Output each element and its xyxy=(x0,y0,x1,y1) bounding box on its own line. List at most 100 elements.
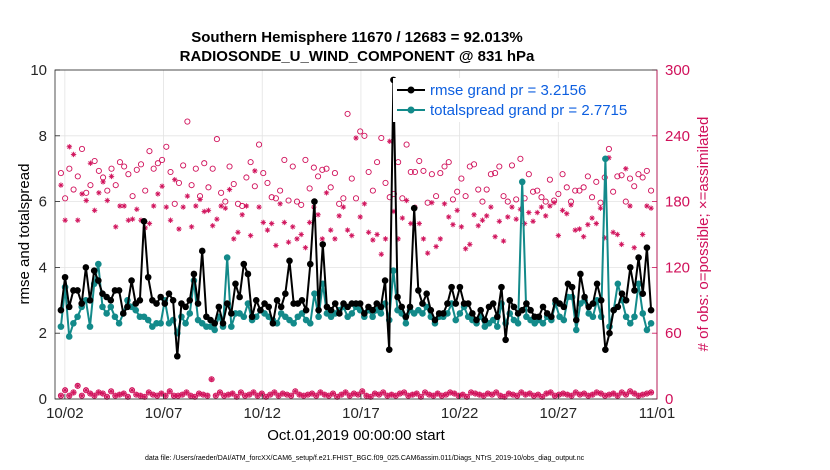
chart-title-line2: RADIOSONDE_U_WIND_COMPONENT @ 831 hPa xyxy=(180,48,535,65)
obs-possible-marker xyxy=(163,143,170,150)
rmse-point xyxy=(198,247,206,255)
obs-possible-marker xyxy=(205,184,212,191)
obs-possible-marker xyxy=(605,145,612,153)
obs-assimilated-marker xyxy=(288,393,294,399)
obs-assimilated-marker xyxy=(355,391,361,398)
obs-assimilated-marker xyxy=(180,204,186,210)
obs-possible-marker xyxy=(268,194,275,201)
rmse-point xyxy=(452,300,460,307)
obs-possible-marker xyxy=(622,198,629,205)
obs-assimilated-marker xyxy=(631,244,637,251)
obs-assimilated-marker xyxy=(150,203,157,209)
rmse-point xyxy=(244,270,252,278)
obs-possible-marker xyxy=(78,145,86,153)
obs-assimilated-marker xyxy=(374,231,380,238)
y-right-axis-ticks: 0 60 120 180 240 300 xyxy=(652,62,690,408)
rmse-point xyxy=(410,204,418,212)
obs-assimilated-marker xyxy=(639,231,646,238)
obs-assimilated-marker xyxy=(376,391,382,398)
rmse-point xyxy=(61,273,69,281)
obs-possible-marker xyxy=(260,170,267,177)
obs-possible-marker xyxy=(462,193,469,200)
obs-assimilated-marker xyxy=(217,389,223,396)
obs-possible-marker xyxy=(230,181,237,188)
obs-possible-marker xyxy=(180,162,187,169)
obs-assimilated-marker xyxy=(585,221,591,228)
obs-assimilated-marker xyxy=(429,199,435,206)
y-left-axis-ticks: 0 2 4 6 8 10 xyxy=(30,62,60,408)
rmse-point xyxy=(302,306,310,314)
obs-assimilated-marker xyxy=(526,390,533,397)
obs-assimilated-marker xyxy=(298,231,304,238)
obs-assimilated-marker xyxy=(430,393,437,399)
obs-possible-marker xyxy=(201,160,208,167)
obs-possible-marker xyxy=(420,167,427,174)
totalspread-point xyxy=(290,320,297,327)
obs-assimilated-marker xyxy=(75,217,81,223)
obs-assimilated-marker xyxy=(471,212,477,218)
obs-assimilated-marker xyxy=(218,203,224,209)
rmse-point xyxy=(406,303,414,311)
obs-assimilated-marker xyxy=(336,213,342,219)
obs-assimilated-marker xyxy=(589,391,596,398)
obs-possible-marker xyxy=(513,196,520,203)
rmse-point xyxy=(643,244,651,251)
obs-assimilated-marker xyxy=(281,219,288,226)
totalspread-point xyxy=(57,323,65,330)
rmse-point xyxy=(626,264,634,271)
rmse-point xyxy=(568,283,576,291)
obs-possible-marker xyxy=(546,176,553,183)
y-left-tick-label: 0 xyxy=(39,391,47,408)
obs-assimilated-marker xyxy=(399,215,406,221)
obs-assimilated-marker xyxy=(268,220,275,227)
rmse-point xyxy=(369,306,376,314)
obs-assimilated-marker xyxy=(96,190,102,196)
rmse-point xyxy=(510,303,518,311)
obs-assimilated-marker xyxy=(271,389,278,396)
obs-assimilated-marker xyxy=(372,390,378,397)
obs-assimilated-marker xyxy=(62,217,68,223)
totalspread-point xyxy=(107,303,115,311)
totalspread-point xyxy=(144,316,152,324)
obs-possible-marker xyxy=(87,182,94,189)
rmse-point xyxy=(518,306,526,314)
obs-assimilated-marker xyxy=(179,391,186,398)
obs-assimilated-marker xyxy=(413,390,420,397)
obs-assimilated-marker xyxy=(309,390,315,397)
obs-assimilated-marker xyxy=(306,219,313,226)
obs-assimilated-marker xyxy=(222,205,229,211)
obs-assimilated-marker xyxy=(552,393,558,399)
obs-assimilated-marker xyxy=(344,227,351,233)
obs-assimilated-marker xyxy=(447,389,453,396)
obs-assimilated-marker xyxy=(176,226,182,232)
obs-possible-marker xyxy=(403,141,410,148)
obs-assimilated-marker xyxy=(100,390,106,397)
obs-assimilated-marker xyxy=(226,186,233,193)
obs-assimilated-marker xyxy=(155,191,161,197)
footer-datafile: data file: /Users/raeder/DAI/ATM_forcXX/… xyxy=(145,455,585,462)
obs-possible-marker xyxy=(344,110,351,117)
obs-possible-marker xyxy=(492,170,499,177)
obs-possible-marker xyxy=(315,173,322,180)
obs-assimilated-marker xyxy=(137,393,144,399)
rmse-point xyxy=(57,306,65,314)
rmse-point xyxy=(86,297,94,304)
obs-assimilated-marker xyxy=(627,203,633,209)
y-right-tick-label: 0 xyxy=(665,391,673,408)
obs-assimilated-marker xyxy=(635,393,642,399)
y-left-axis-label: rmse and totalspread xyxy=(16,164,33,305)
rmse-point xyxy=(236,293,243,301)
obs-possible-marker xyxy=(213,136,220,143)
x-tick-label: 10/07 xyxy=(145,405,183,422)
obs-possible-marker xyxy=(407,168,414,176)
obs-possible-marker xyxy=(255,141,263,148)
obs-possible-marker xyxy=(112,182,119,189)
obs-assimilated-marker xyxy=(568,393,575,399)
obs-possible-marker xyxy=(222,198,229,205)
obs-assimilated-marker xyxy=(644,203,650,209)
obs-possible-marker xyxy=(534,187,541,194)
rmse-point xyxy=(90,267,98,274)
x-tick-label: 10/02 xyxy=(46,405,84,422)
obs-assimilated-marker xyxy=(610,229,616,236)
obs-assimilated-marker xyxy=(280,390,286,397)
